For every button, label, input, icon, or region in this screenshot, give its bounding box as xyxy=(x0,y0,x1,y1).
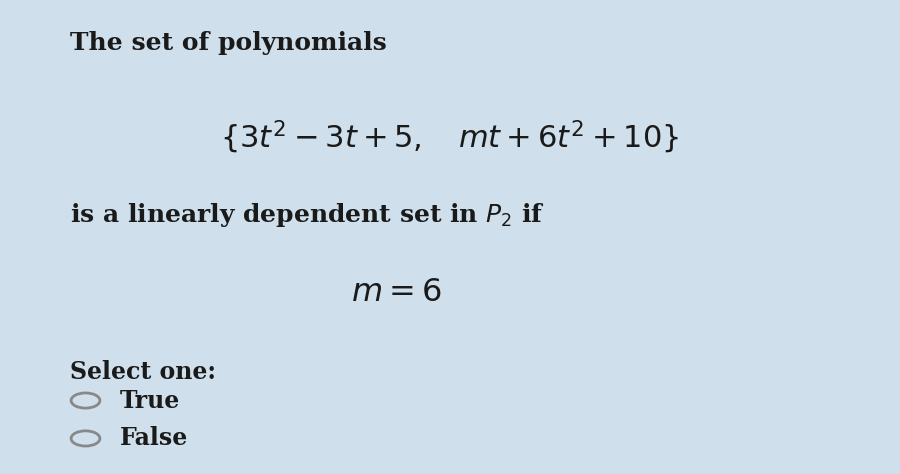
Text: $m = 6$: $m = 6$ xyxy=(351,277,441,308)
Text: True: True xyxy=(120,389,180,412)
Text: $\{3t^2 - 3t + 5, \quad mt + 6t^2 + 10\}$: $\{3t^2 - 3t + 5, \quad mt + 6t^2 + 10\}… xyxy=(220,118,680,155)
Text: The set of polynomials: The set of polynomials xyxy=(70,31,387,55)
Text: Select one:: Select one: xyxy=(70,360,216,384)
Text: False: False xyxy=(120,427,188,450)
Text: is a linearly dependent set in $P_2$ if: is a linearly dependent set in $P_2$ if xyxy=(70,201,545,229)
